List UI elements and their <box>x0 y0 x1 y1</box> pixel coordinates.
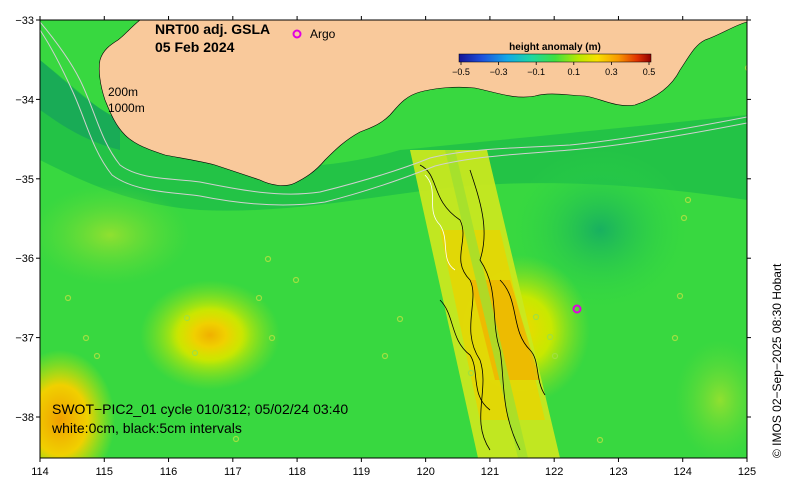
x-tick-label: 115 <box>95 466 113 478</box>
y-axis: −33 −34 −35 −36 −37 −38 <box>15 15 751 424</box>
map-plot-area <box>40 20 747 458</box>
x-tick-label: 114 <box>31 466 49 478</box>
light-patch <box>40 185 190 285</box>
plot-frame <box>39 19 748 459</box>
y-tick-label: −34 <box>15 94 34 106</box>
isobath-1000m <box>40 29 747 206</box>
argo-legend-label: Argo <box>310 27 336 41</box>
colorbar-title: height anomaly (m) <box>509 42 601 53</box>
colorbar-tick-label: 0.3 <box>605 67 618 77</box>
map-title-line2: 05 Feb 2024 <box>155 39 235 55</box>
argo-float-marker <box>572 304 582 314</box>
argo-legend-icon <box>292 29 302 39</box>
warm-eddy-west-core <box>170 305 250 365</box>
x-tick-label: 117 <box>224 466 242 478</box>
y-tick-label: −33 <box>15 15 34 27</box>
colorbar-tick-label: −0.5 <box>452 67 470 77</box>
x-tick-label: 123 <box>609 466 627 478</box>
colorbar-tick-label: 0.5 <box>643 67 656 77</box>
x-axis: 114 115 116 117 118 119 120 121 122 123 124 125 <box>31 16 756 478</box>
swot-info-line1: SWOT−PIC2_01 cycle 010/312; 05/02/24 03:… <box>52 401 348 417</box>
colorbar-tick-label: 0.1 <box>568 67 581 77</box>
light-patch-se <box>675 340 747 458</box>
x-tick-label: 124 <box>674 466 692 478</box>
x-tick-label: 119 <box>353 466 371 478</box>
x-tick-label: 121 <box>481 466 499 478</box>
shelf-dark-west <box>40 60 120 150</box>
swot-swath <box>410 150 560 458</box>
map-title-line1: NRT00 adj. GSLA <box>155 21 270 37</box>
y-tick-label: −38 <box>15 412 34 424</box>
warm-eddy-sw <box>40 350 115 458</box>
isobath-200m <box>40 21 747 195</box>
x-tick-label: 122 <box>545 466 563 478</box>
x-tick-label: 118 <box>288 466 306 478</box>
isobath-label-200m: 200m <box>108 85 138 99</box>
y-tick-label: −37 <box>15 333 34 345</box>
y-tick-label: −35 <box>15 174 34 186</box>
x-tick-label: 125 <box>738 466 756 478</box>
colorbar-gradient <box>458 53 652 63</box>
swot-info-line2: white:0cm, black:5cm intervals <box>51 420 242 436</box>
float-markers <box>64 65 747 444</box>
x-tick-label: 120 <box>416 466 434 478</box>
colorbar-tick-label: −0.3 <box>490 67 508 77</box>
credit-text: © IMOS 02−Sep−2025 08:30 Hobart <box>770 263 784 458</box>
isobath-label-1000m: 1000m <box>108 101 145 115</box>
colorbar: height anomaly (m) −0.5 −0.3 −0.1 0.1 0.3 0.5 <box>452 42 655 77</box>
x-tick-label: 116 <box>160 466 178 478</box>
y-tick-label: −36 <box>15 253 34 265</box>
colorbar-tick-label: −0.1 <box>527 67 545 77</box>
